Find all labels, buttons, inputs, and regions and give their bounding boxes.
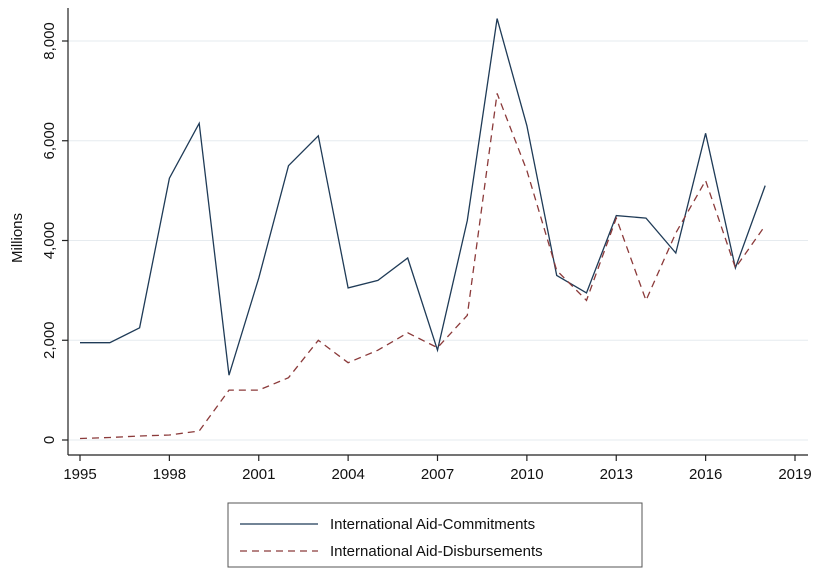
legend-label-2: International Aid-Disbursements	[330, 543, 543, 560]
x-tick-label: 2010	[510, 466, 543, 483]
x-tick-label: 2004	[331, 466, 364, 483]
y-tick-label: 2,000	[41, 321, 58, 359]
plot-background	[68, 8, 808, 455]
plot-area	[68, 8, 808, 455]
x-tick-label: 2001	[242, 466, 275, 483]
x-tick-label: 1998	[153, 466, 186, 483]
series-line-1	[80, 18, 766, 376]
legend: International Aid-Commitments Internation…	[227, 502, 643, 568]
gridlines	[68, 40, 808, 441]
x-tick-label: 1995	[63, 466, 96, 483]
x-tick-label: 2019	[778, 466, 811, 483]
y-tick-label: 8,000	[41, 22, 58, 60]
y-axis-title: Millions	[9, 213, 26, 263]
x-tick-label: 2007	[421, 466, 454, 483]
x-tick-label: 2016	[689, 466, 722, 483]
axes: 0 2,000 4,000 6,000 8,000 1995 1998 2001 2004 200…	[41, 8, 812, 483]
series-lines	[79, 18, 766, 440]
legend-box	[227, 502, 643, 568]
y-tick-label: 0	[41, 436, 58, 444]
x-tick-label: 2013	[600, 466, 633, 483]
y-tick-label: 4,000	[41, 222, 58, 260]
series-line-2	[79, 93, 766, 440]
legend-label-1: International Aid-Commitments	[330, 516, 535, 533]
y-tick-label: 6,000	[41, 122, 58, 160]
